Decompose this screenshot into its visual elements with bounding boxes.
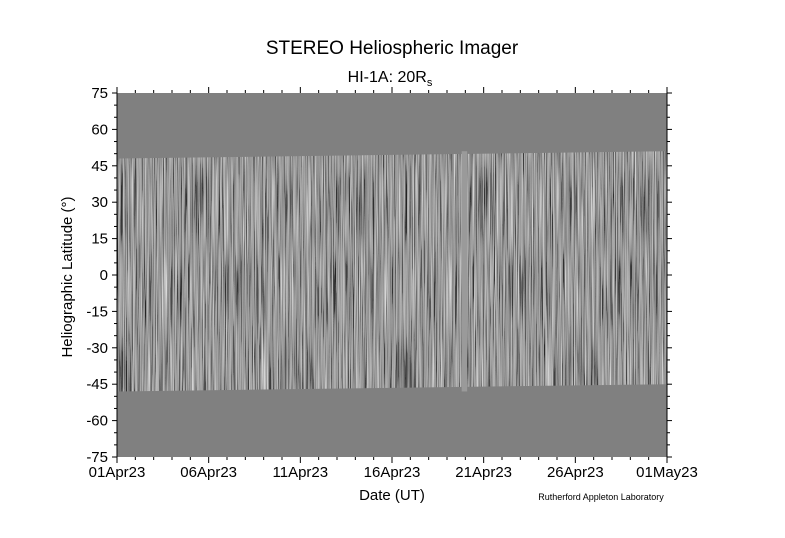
x-tick-label: 01May23	[636, 464, 698, 481]
y-tick-label: -60	[86, 413, 108, 430]
x-axis: 01Apr23 06Apr23 11Apr23 16Apr23 21Apr23 26Apr…	[89, 87, 698, 481]
y-tick-label: 45	[91, 158, 108, 175]
chart-subtitle: HI-1A: 20Rs	[348, 69, 433, 89]
y-tick-label: 60	[91, 121, 108, 138]
y-tick-label: -15	[86, 303, 108, 320]
x-tick-label: 16Apr23	[364, 464, 421, 481]
plot-frame	[116, 93, 668, 457]
y-tick-label: 30	[91, 194, 108, 211]
data-strip	[117, 151, 667, 392]
data-strip-texture	[117, 151, 667, 391]
y-axis: 75 60 45 30 15 0 -15 -30 -45 -60 -75	[86, 85, 672, 466]
subtitle-subscript: s	[427, 77, 433, 89]
x-tick-label: 01Apr23	[89, 464, 146, 481]
plot-area	[117, 93, 667, 457]
x-tick-label: 06Apr23	[180, 464, 237, 481]
y-axis-label: Heliographic Latitude (°)	[59, 196, 76, 357]
y-tick-label: -30	[86, 340, 108, 357]
y-tick-label: 15	[91, 231, 108, 248]
y-tick-label: -75	[86, 449, 108, 466]
x-tick-label: 11Apr23	[273, 464, 329, 481]
chart-title: STEREO Heliospheric Imager	[266, 38, 519, 59]
credit-label: Rutherford Appleton Laboratory	[538, 492, 664, 502]
x-tick-label: 21Apr23	[455, 464, 512, 481]
subtitle-main: HI-1A: 20R	[348, 69, 427, 86]
y-tick-label: 0	[100, 267, 108, 284]
x-axis-label: Date (UT)	[359, 487, 425, 504]
y-tick-label: 75	[91, 85, 108, 102]
y-tick-label: -45	[86, 376, 108, 393]
x-tick-label: 26Apr23	[547, 464, 604, 481]
data-gap	[461, 151, 468, 392]
